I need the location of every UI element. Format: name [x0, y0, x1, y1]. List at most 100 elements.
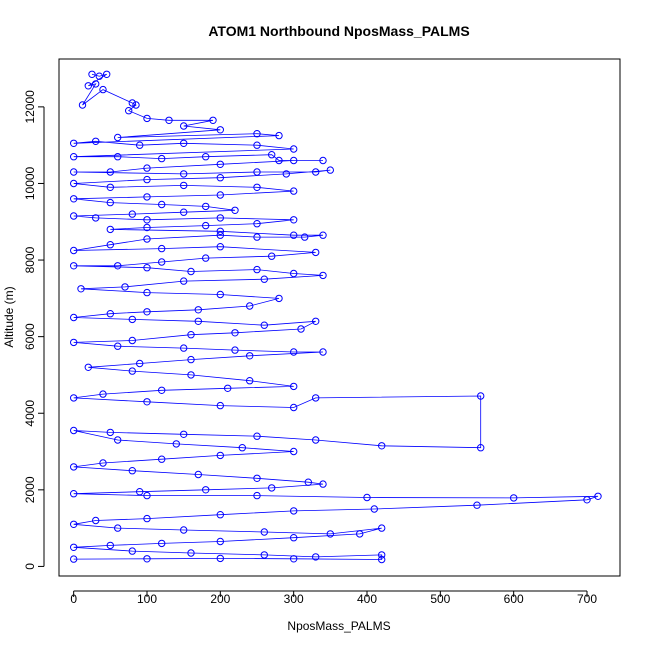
data-point [268, 151, 276, 159]
data-point [128, 315, 137, 324]
data-point [312, 553, 320, 561]
data-point [290, 231, 298, 239]
y-axis: 0 2000 4000 6000 8000 10000 12000 [23, 90, 45, 570]
data-point [180, 344, 188, 352]
plot-frame [58, 58, 621, 577]
data-point [158, 455, 166, 463]
data-point [246, 302, 254, 310]
plot-area [70, 70, 602, 564]
data-point [290, 507, 298, 515]
data-point [158, 539, 166, 548]
data-point [106, 198, 115, 207]
data-point [106, 241, 115, 249]
data-point [106, 541, 115, 550]
data-point [202, 202, 210, 211]
data-point [128, 367, 137, 375]
data-point [378, 442, 386, 450]
data-point [99, 85, 107, 94]
data-point [70, 168, 78, 176]
data-point [180, 181, 188, 190]
data-point [70, 463, 78, 471]
data-point [312, 436, 320, 444]
data-point [268, 484, 276, 492]
data-point [304, 478, 312, 486]
data-point [477, 392, 485, 400]
data-point [268, 252, 276, 260]
data-point [95, 72, 104, 80]
data-point [70, 543, 78, 551]
data-point [231, 206, 239, 215]
data-point [70, 139, 78, 148]
data-point [128, 336, 137, 345]
data-point [106, 183, 115, 192]
data-point [253, 130, 261, 138]
data-point [216, 290, 225, 299]
data-point [158, 200, 166, 209]
data-point [290, 145, 298, 153]
data-point [246, 352, 254, 360]
data-point [202, 254, 210, 262]
data-point [143, 175, 151, 184]
data-point [363, 493, 371, 502]
x-tick-label: 400 [357, 592, 377, 606]
data-point [78, 101, 87, 109]
data-point [70, 338, 78, 347]
data-point [143, 114, 151, 123]
data-point [128, 99, 137, 107]
data-point [187, 355, 195, 364]
x-tick-label: 0 [70, 592, 77, 606]
data-point [128, 210, 137, 218]
data-point [84, 82, 93, 90]
data-point [143, 398, 151, 406]
data-point [180, 139, 188, 148]
data-point [106, 428, 115, 437]
data-point [378, 524, 386, 532]
data-point [216, 191, 225, 199]
x-tick-label: 100 [137, 592, 157, 606]
data-point [180, 277, 188, 285]
data-point [70, 212, 78, 220]
data-point [92, 137, 100, 146]
data-point [290, 269, 298, 278]
data-point [77, 285, 85, 293]
data-point [378, 551, 386, 559]
data-point [473, 501, 481, 509]
data-point [510, 494, 518, 502]
data-point [290, 348, 298, 356]
data-point [583, 496, 591, 504]
data-point [99, 459, 107, 467]
data-point [231, 329, 239, 337]
data-point [216, 160, 225, 169]
data-point [253, 141, 261, 149]
data-point [128, 467, 137, 475]
data-point [136, 141, 144, 149]
data-point [290, 156, 298, 165]
data-point [216, 511, 225, 519]
data-point [180, 526, 188, 534]
data-point [378, 555, 386, 564]
data-point [132, 101, 140, 109]
y-axis-label: Altitude (m) [2, 286, 16, 347]
data-point [290, 216, 298, 224]
data-point [216, 231, 225, 239]
data-point [275, 131, 283, 140]
data-point [301, 233, 309, 241]
data-point [477, 444, 485, 452]
data-point [209, 116, 217, 125]
y-tick-label: 6000 [23, 323, 37, 350]
data-point [92, 214, 100, 222]
data-point [319, 480, 327, 488]
data-point [143, 223, 151, 232]
data-point [319, 231, 327, 239]
data-point [187, 371, 195, 379]
data-point [128, 547, 137, 555]
data-point [158, 386, 166, 394]
data-point [70, 426, 78, 435]
data-point [260, 275, 268, 283]
data-point [70, 246, 78, 255]
data-point [125, 107, 133, 115]
data-point [143, 288, 151, 297]
data-point [326, 530, 334, 538]
data-point [70, 394, 78, 402]
